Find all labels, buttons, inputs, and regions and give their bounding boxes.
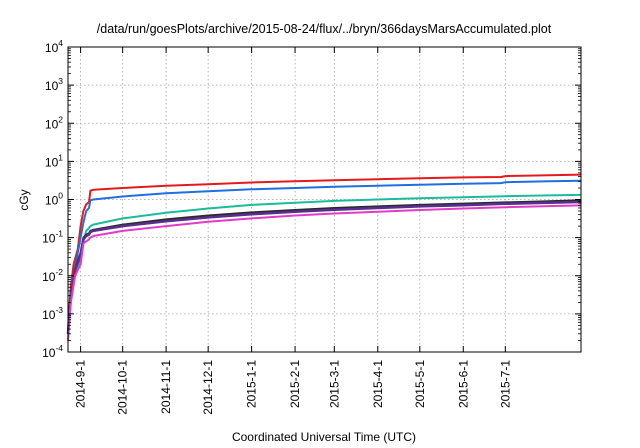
series-line (67, 204, 582, 341)
series-line (67, 173, 582, 330)
x-tick-label: 2014-10-1 (116, 360, 130, 415)
y-tick-label: 101 (45, 152, 63, 169)
y-tick-label: 102 (45, 114, 63, 131)
x-ticks: 2014-9-1 2014-10-1 2014-11-1 2014-12-1 2015-… (74, 47, 512, 415)
series-line (67, 179, 582, 334)
x-tick-label: 2014-11-1 (159, 360, 173, 414)
x-tick-label: 2015-2-1 (288, 360, 302, 408)
x-axis-label: Coordinated Universal Time (UTC) (232, 430, 416, 444)
series-group (66, 173, 582, 341)
y-axis-label: cGy (17, 189, 31, 210)
y-tick-label: 100 (45, 191, 63, 208)
y-tick-label: 10-2 (42, 267, 63, 284)
y-tick-label: 103 (45, 76, 63, 93)
x-tick-label: 2015-3-1 (327, 360, 341, 408)
x-tick-label: 2015-1-1 (245, 360, 259, 408)
chart-title: /data/run/goesPlots/archive/2015-08-24/f… (97, 22, 552, 36)
x-tick-label: 2014-12-1 (201, 360, 215, 415)
y-tick-label: 10-4 (42, 343, 63, 360)
series-line (66, 200, 582, 334)
y-ticks: 10-4 10-3 10-2 10-1 100 101 102 103 104 (42, 38, 581, 360)
x-tick-label: 2015-6-1 (456, 360, 470, 408)
y-tick-label: 10-3 (42, 305, 63, 322)
x-tick-label: 2015-5-1 (413, 360, 427, 408)
x-tick-label: 2015-4-1 (371, 360, 385, 408)
x-tick-label: 2014-9-1 (74, 360, 88, 408)
series-line (67, 193, 582, 334)
x-tick-label: 2015-7-1 (498, 360, 512, 408)
grid-lines (68, 47, 581, 352)
y-tick-label: 10-1 (42, 229, 63, 246)
y-tick-label: 104 (45, 38, 63, 55)
